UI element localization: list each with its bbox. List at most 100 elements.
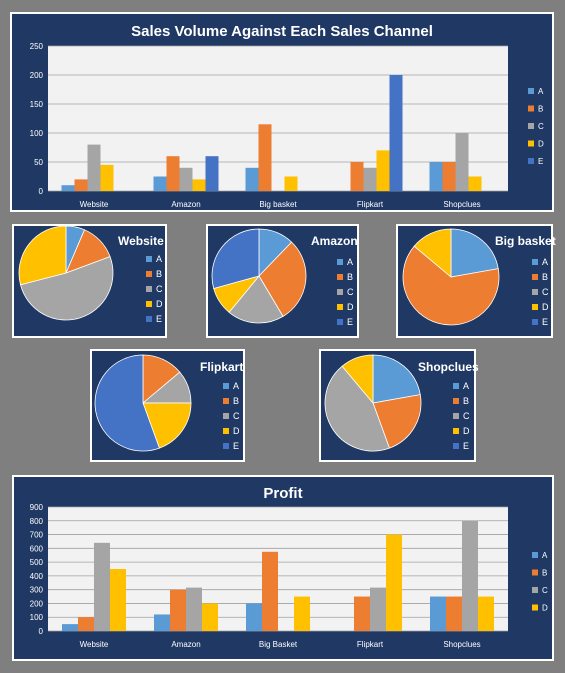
legend-swatch-A <box>223 383 229 389</box>
legend-label: B <box>156 269 162 279</box>
legend-label: A <box>542 257 548 267</box>
pie-slice-A <box>450 228 499 278</box>
bar-D <box>284 176 298 191</box>
bar-B <box>446 596 462 631</box>
bar-B <box>442 162 456 191</box>
legend-swatch-A <box>146 256 152 262</box>
y-tick-label: 200 <box>30 599 44 608</box>
x-tick-label: Amazon <box>171 200 200 209</box>
y-tick-label: 600 <box>30 544 44 553</box>
legend-label: B <box>463 396 469 406</box>
bar-B <box>258 124 272 191</box>
bar-C <box>87 144 101 191</box>
x-tick-label: Shopclues <box>443 640 480 649</box>
legend-label: A <box>347 257 353 267</box>
legend-swatch-C <box>146 286 152 292</box>
legend-label: C <box>463 411 470 421</box>
y-tick-label: 100 <box>30 613 44 622</box>
legend-label: A <box>538 87 544 96</box>
pie-slice-D <box>341 354 374 405</box>
x-tick-label: Big basket <box>259 200 297 209</box>
x-tick-label: Shopclues <box>443 200 480 209</box>
legend-label: C <box>233 411 240 421</box>
bar-B <box>170 589 186 631</box>
legend-swatch-D <box>532 304 538 310</box>
legend-label: E <box>347 317 353 327</box>
bar-D <box>294 596 310 631</box>
legend-label: B <box>347 272 353 282</box>
bar-D <box>192 179 206 191</box>
bar-C <box>186 587 202 631</box>
bar-E <box>205 156 219 191</box>
bar-C <box>94 542 110 631</box>
legend-swatch-A <box>337 259 343 265</box>
bar-D <box>468 176 482 191</box>
legend-label: A <box>463 381 469 391</box>
bar-A <box>430 596 446 631</box>
chart-title: Flipkart <box>200 360 244 374</box>
bar-C <box>455 133 469 191</box>
legend-label: D <box>463 426 470 436</box>
bar-A <box>245 167 259 191</box>
pie-slice-E <box>94 354 160 452</box>
x-tick-label: Amazon <box>171 640 200 649</box>
profit-plot: 0 100 200 300 400 500 600 700 800 900 Website Amazo… <box>30 503 548 649</box>
bar-B <box>262 551 278 631</box>
legend-swatch-E <box>528 158 534 164</box>
bar-A <box>154 614 170 631</box>
legend-swatch-C <box>528 123 534 129</box>
legend-swatch-D <box>528 140 534 147</box>
legend-label: C <box>542 586 548 595</box>
legend-label: E <box>538 157 543 166</box>
chart-title: Sales Volume Against Each Sales Channel <box>131 23 433 40</box>
legend-swatch-D <box>337 304 343 310</box>
x-tick-label: Flipkart <box>357 640 384 649</box>
bar-E <box>389 75 403 191</box>
y-tick-label: 800 <box>30 517 44 526</box>
legend-swatch-B <box>528 105 534 112</box>
legend-label: E <box>463 441 469 451</box>
bar-D <box>376 150 390 191</box>
legend-swatch-B <box>146 271 152 277</box>
chart-title: Shopclues <box>418 360 479 374</box>
bar-A <box>429 162 443 191</box>
legend-swatch-C <box>532 289 538 295</box>
bar-D <box>110 569 126 631</box>
x-tick-label: Big Basket <box>259 640 298 649</box>
legend-swatch-D <box>146 301 152 307</box>
legend-label: C <box>156 284 163 294</box>
legend-swatch-E <box>453 443 459 449</box>
pie-slice-D <box>142 402 192 449</box>
legend-swatch-B <box>532 274 538 280</box>
pie-slice-C <box>228 275 284 324</box>
sales-volume-plot: 0 50 100 150 200 250 Website Amazon Big basket Fl… <box>30 42 544 209</box>
pie-slice-A <box>372 354 421 404</box>
legend-label: B <box>542 569 547 578</box>
legend-swatch-E <box>223 443 229 449</box>
bar-A <box>61 185 75 191</box>
pie-slice-E <box>211 228 260 289</box>
y-tick-label: 900 <box>30 503 44 512</box>
legend-label: E <box>233 441 239 451</box>
bar-A <box>246 603 262 631</box>
legend-swatch-B <box>223 398 229 404</box>
legend-swatch-A <box>528 88 534 94</box>
y-tick-label: 400 <box>30 572 44 581</box>
legend-label: E <box>156 314 162 324</box>
legend-label: C <box>347 287 354 297</box>
y-tick-label: 700 <box>30 531 44 540</box>
bar-C <box>179 167 193 191</box>
pie-slice-D <box>413 228 452 278</box>
legend-label: B <box>542 272 548 282</box>
legend-swatch-D <box>532 604 538 611</box>
y-tick-label: 0 <box>39 187 44 196</box>
bar-A <box>62 624 78 631</box>
x-tick-label: Website <box>80 640 109 649</box>
bar-B <box>350 162 364 191</box>
legend-label: D <box>538 140 544 149</box>
